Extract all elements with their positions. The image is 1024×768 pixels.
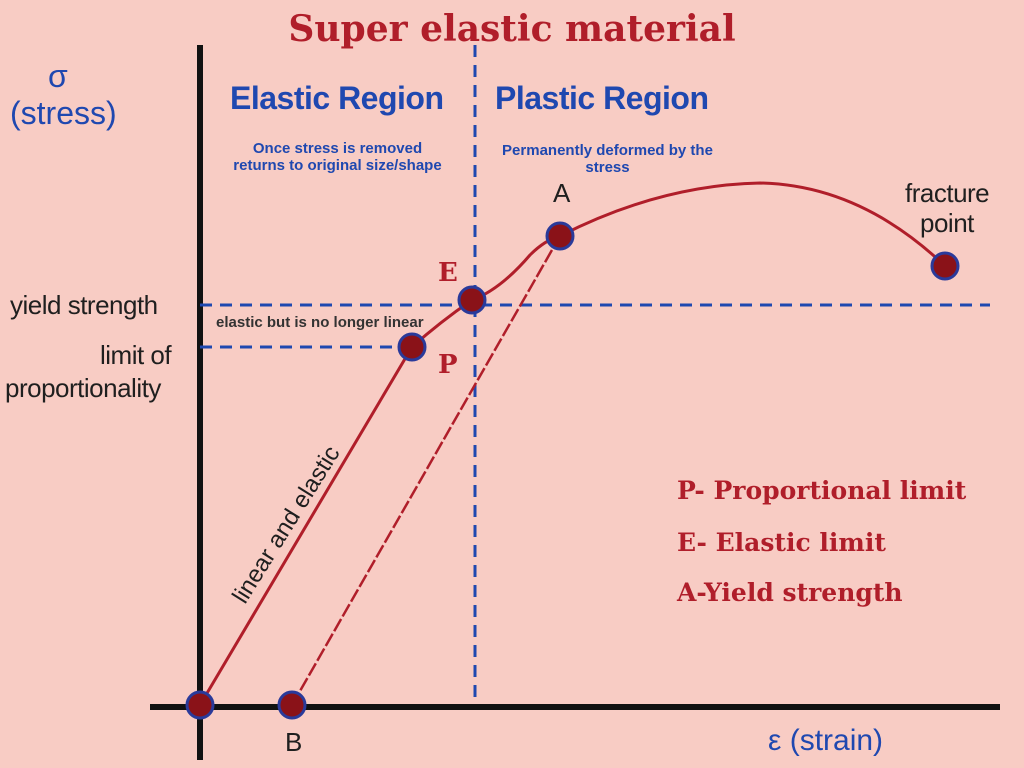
plastic-note-line-2: stress xyxy=(585,159,630,176)
y-axis-label: (stress) xyxy=(10,95,117,131)
point-p-label: P xyxy=(438,350,458,380)
proportionality-label: proportionality xyxy=(5,373,161,403)
legend-item-p: P- Proportional limit xyxy=(677,476,967,505)
elastic-note-line-2: returns to original size/shape xyxy=(233,157,442,174)
plastic-region-title: Plastic Region xyxy=(495,80,709,116)
plastic-region-note: Permanently deformed by the stress xyxy=(490,142,725,176)
stress-strain-curve xyxy=(198,181,947,706)
fracture-label-line-2: point xyxy=(920,208,974,238)
y-axis-symbol: σ xyxy=(48,58,68,94)
point-e-marker xyxy=(457,285,487,315)
point-a-marker xyxy=(545,221,575,251)
nonlinear-note: elastic but is no longer linear xyxy=(216,314,424,331)
point-b-marker xyxy=(277,690,307,720)
x-axis-label: ε (strain) xyxy=(768,724,884,757)
point-e-label: E xyxy=(438,258,458,288)
legend-item-e: E- Elastic limit xyxy=(677,528,886,557)
elastic-region-note: Once stress is removed returns to origin… xyxy=(215,140,460,174)
unloading-line xyxy=(290,235,562,706)
linear-elastic-label: linear and elastic xyxy=(227,441,345,608)
point-b-label: B xyxy=(285,727,303,757)
fracture-label-line-1: fracture xyxy=(905,178,990,208)
elastic-region-title: Elastic Region xyxy=(230,80,444,116)
elastic-note-line-1: Once stress is removed xyxy=(252,140,423,157)
slide-title: Super elastic material xyxy=(288,8,736,50)
point-a-label: A xyxy=(553,178,571,208)
plastic-note-line-1: Permanently deformed by the xyxy=(502,142,713,159)
point-o-marker xyxy=(185,690,215,720)
limit-of-label: limit of xyxy=(100,340,172,370)
legend-item-a: A-Yield strength xyxy=(677,578,903,607)
yield-strength-label: yield strength xyxy=(10,290,158,320)
fracture-point-marker xyxy=(930,251,960,281)
point-p-marker xyxy=(397,332,427,362)
